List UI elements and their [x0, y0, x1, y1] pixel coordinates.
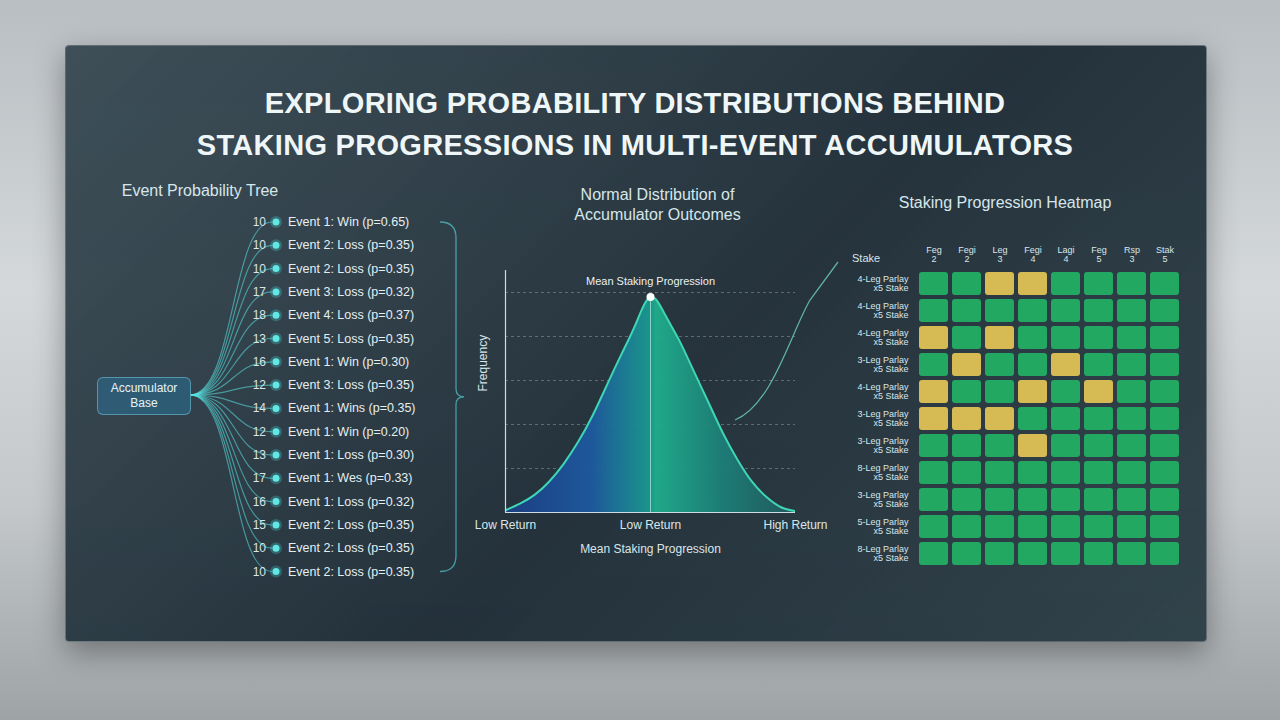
svg-text:Event 1: Loss (p=0.32): Event 1: Loss (p=0.32)	[288, 495, 414, 509]
svg-text:Event 1: Wins (p=0.35): Event 1: Wins (p=0.35)	[288, 401, 416, 415]
svg-text:Event 3: Loss (p=0.32): Event 3: Loss (p=0.32)	[288, 285, 414, 299]
svg-text:Event 1: Win (p=0.65): Event 1: Win (p=0.65)	[288, 215, 409, 229]
svg-text:13: 13	[253, 332, 267, 346]
svg-text:Event 1: Wes (p=0.33): Event 1: Wes (p=0.33)	[288, 471, 413, 485]
svg-text:17: 17	[253, 471, 267, 485]
html-text:Normal Distribution of Accumul: Normal Distribution of Accumulator Outco…	[574, 186, 741, 223]
svg-text:Leg3: Leg3	[992, 245, 1007, 264]
html-text:Event Probability Tree: Event Probability Tree	[121, 182, 279, 199]
svg-text:8-Leg Parlayx5 Stake: 8-Leg Parlayx5 Stake	[857, 544, 909, 563]
svg-text:13: 13	[253, 448, 267, 462]
svg-text:Event 1: Win (p=0.30): Event 1: Win (p=0.30)	[288, 355, 409, 369]
svg-text:3-Leg Parlayx5 Stake: 3-Leg Parlayx5 Stake	[857, 436, 909, 455]
svg-text:Fegi2: Fegi2	[958, 245, 976, 264]
html-text:EXPLORING PROBABILITY DISTRIBU: EXPLORING PROBABILITY DISTRIBUTIONS BEHI…	[264, 87, 1006, 119]
svg-text:16: 16	[253, 495, 267, 509]
svg-text:4-Leg Parlayx5 Stake: 4-Leg Parlayx5 Stake	[857, 382, 909, 401]
svg-text:Event 1: Loss (p=0.30): Event 1: Loss (p=0.30)	[288, 448, 414, 462]
svg-text:Feg5: Feg5	[1091, 245, 1107, 264]
svg-text:Event 2: Loss (p=0.35): Event 2: Loss (p=0.35)	[288, 541, 414, 555]
svg-text:Low Return: Low Return	[620, 518, 681, 532]
svg-text:High Return: High Return	[763, 518, 827, 532]
svg-text:Event 2: Loss (p=0.35): Event 2: Loss (p=0.35)	[288, 238, 414, 252]
svg-text:10: 10	[253, 238, 267, 252]
svg-text:Event 5: Loss (p=0.35): Event 5: Loss (p=0.35)	[288, 332, 414, 346]
svg-text:17: 17	[253, 285, 267, 299]
html-text:Accumulator Base: Accumulator Base	[110, 381, 178, 410]
svg-text:3-Leg Parlayx5 Stake: 3-Leg Parlayx5 Stake	[857, 409, 909, 428]
html-text:STAKING PROGRESSIONS IN MULTI-: STAKING PROGRESSIONS IN MULTI-EVENT ACCU…	[196, 129, 1074, 161]
svg-text:3-Leg Parlayx5 Stake: 3-Leg Parlayx5 Stake	[857, 490, 909, 509]
svg-text:18: 18	[253, 308, 267, 322]
html-text:Staking Progression Heatmap: Staking Progression Heatmap	[898, 194, 1112, 211]
svg-text:16: 16	[253, 355, 267, 369]
svg-text:14: 14	[253, 401, 267, 415]
svg-text:8-Leg Parlayx5 Stake: 8-Leg Parlayx5 Stake	[857, 463, 909, 482]
svg-text:Event 2: Loss (p=0.35): Event 2: Loss (p=0.35)	[288, 262, 414, 276]
svg-text:3-Leg Parlayx5 Stake: 3-Leg Parlayx5 Stake	[857, 355, 909, 374]
svg-text:10: 10	[253, 541, 267, 555]
svg-text:4-Leg Parlayx5 Stake: 4-Leg Parlayx5 Stake	[857, 274, 909, 293]
svg-text:Mean Staking Progression: Mean Staking Progression	[586, 275, 715, 287]
svg-text:10: 10	[253, 215, 267, 229]
svg-text:10: 10	[253, 262, 267, 276]
svg-text:Event 2: Loss (p=0.35): Event 2: Loss (p=0.35)	[288, 518, 414, 532]
svg-text:Low Return: Low Return	[475, 518, 536, 532]
svg-text:Event 2: Loss (p=0.35): Event 2: Loss (p=0.35)	[288, 565, 414, 579]
svg-text:Mean Staking Progression: Mean Staking Progression	[580, 542, 721, 556]
svg-text:Event 3: Loss (p=0.35): Event 3: Loss (p=0.35)	[288, 378, 414, 392]
svg-text:10: 10	[253, 565, 267, 579]
svg-text:Frequency: Frequency	[476, 335, 490, 392]
svg-text:15: 15	[253, 518, 267, 532]
svg-text:4-Leg Parlayx5 Stake: 4-Leg Parlayx5 Stake	[857, 328, 909, 347]
svg-text:5-Leg Parlayx5 Stake: 5-Leg Parlayx5 Stake	[857, 517, 909, 536]
svg-text:Lagi4: Lagi4	[1057, 245, 1074, 264]
svg-text:12: 12	[253, 425, 267, 439]
svg-text:Feg2: Feg2	[926, 245, 942, 264]
svg-text:Event 4: Loss (p=0.37): Event 4: Loss (p=0.37)	[288, 308, 414, 322]
svg-text:4-Leg Parlayx5 Stake: 4-Leg Parlayx5 Stake	[857, 301, 909, 320]
svg-text:Fegi4: Fegi4	[1024, 245, 1042, 264]
svg-text:Event 1: Win (p=0.20): Event 1: Win (p=0.20)	[288, 425, 409, 439]
svg-text:12: 12	[253, 378, 267, 392]
html-text:Stake: Stake	[852, 252, 881, 264]
svg-text:Stak5: Stak5	[1156, 245, 1175, 264]
svg-text:Rsp3: Rsp3	[1124, 245, 1140, 264]
